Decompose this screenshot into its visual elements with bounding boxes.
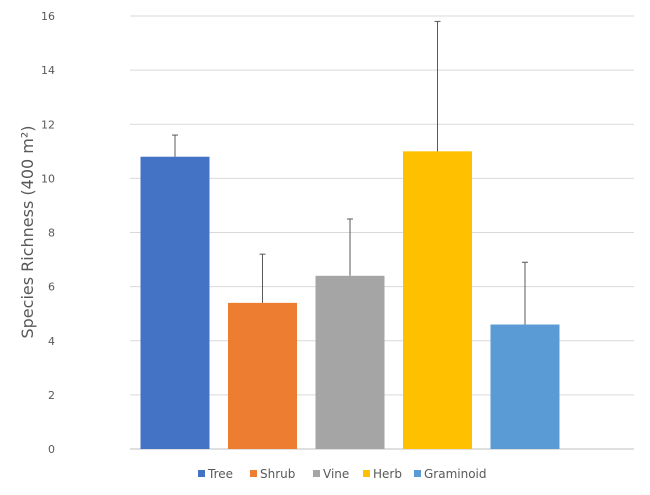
legend-swatch-herb [363,470,370,477]
legend-label-graminoid: Graminoid [424,467,487,481]
bars-group [140,151,560,449]
y-tick-label: 0 [48,443,55,456]
y-tick-label: 6 [48,281,55,294]
legend-label-tree: Tree [207,467,233,481]
legend: Tree Shrub Vine Herb Graminoid [198,467,487,481]
bar-herb [403,151,472,449]
legend-label-vine: Vine [323,467,349,481]
y-tick-label: 2 [48,389,55,402]
legend-swatch-graminoid [414,470,421,477]
bar-graminoid [490,324,560,449]
y-tick-label: 14 [41,64,55,77]
bar-tree [140,156,210,449]
legend-swatch-tree [198,470,205,477]
y-tick-label: 16 [41,10,55,23]
legend-swatch-vine [313,470,320,477]
y-tick-label: 10 [41,172,55,185]
y-tick-label: 4 [48,335,55,348]
y-tick-label: 8 [48,227,55,240]
y-tick-label: 12 [41,118,55,131]
bar-shrub [228,302,297,449]
legend-label-herb: Herb [373,467,402,481]
legend-swatch-shrub [250,470,257,477]
gridlines [130,15,634,450]
y-tick-labels: 0 2 4 6 8 10 12 14 16 [41,10,55,456]
error-bars-group [172,20,528,325]
y-axis-title: Species Richness (400 m²) [18,125,37,338]
legend-label-shrub: Shrub [260,467,295,481]
bar-vine [315,275,385,449]
